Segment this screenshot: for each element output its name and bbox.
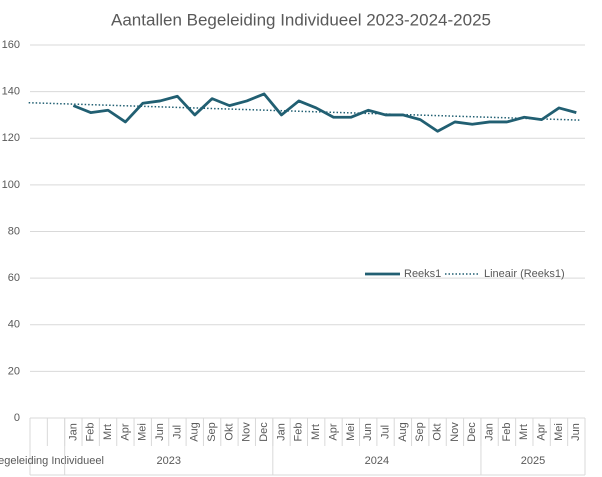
x-tick-label: Jun	[362, 423, 374, 441]
x-tick-label: Aug	[397, 422, 409, 442]
chart-title: Aantallen Begeleiding Individueel 2023-2…	[111, 10, 491, 29]
x-tick-label: Feb	[85, 423, 97, 442]
x-tick-label: Jul	[379, 425, 391, 439]
x-tick-label: Jan	[275, 423, 287, 441]
x-tick-label: Mei	[553, 423, 565, 441]
x-tick-label: Sep	[206, 422, 218, 442]
group-label: 2023	[157, 455, 181, 467]
x-tick-label: Nov	[449, 422, 461, 442]
x-tick-label: Okt	[431, 423, 443, 440]
y-tick-label: 140	[2, 86, 20, 98]
x-tick-label: Mrt	[102, 424, 114, 440]
x-tick-label: Okt	[223, 423, 235, 440]
x-tick-label: Mrt	[518, 424, 530, 440]
y-tick-label: 60	[8, 272, 20, 284]
x-tick-label: Jul	[171, 425, 183, 439]
x-tick-label: Jun	[570, 423, 582, 441]
y-tick-label: 20	[8, 365, 20, 377]
group-label: 2024	[365, 455, 389, 467]
group-label: Begeleiding Individueel	[0, 455, 104, 467]
x-tick-label: Apr	[536, 423, 548, 440]
y-tick-label: 160	[2, 39, 20, 51]
x-tick-label: Mei	[345, 423, 357, 441]
x-tick-label: Apr	[119, 423, 131, 440]
x-tick-label: Dec	[258, 422, 270, 442]
x-tick-label: Dec	[466, 422, 478, 442]
x-tick-label: Jan	[484, 423, 496, 441]
x-tick-label: Mei	[137, 423, 149, 441]
x-tick-label: Aug	[189, 422, 201, 442]
x-tick-label: Feb	[501, 423, 513, 442]
y-tick-label: 0	[14, 412, 20, 424]
y-tick-label: 40	[8, 319, 20, 331]
legend-label: Lineair (Reeks1)	[484, 268, 565, 280]
x-tick-label: Sep	[414, 422, 426, 442]
group-label: 2025	[521, 455, 545, 467]
legend-label: Reeks1	[404, 268, 441, 280]
x-tick-label: Jan	[67, 423, 79, 441]
x-tick-label: Mrt	[310, 424, 322, 440]
x-tick-label: Nov	[241, 422, 253, 442]
trendline	[28, 101, 580, 121]
x-tick-label: Jun	[154, 423, 166, 441]
y-tick-label: 120	[2, 132, 20, 144]
y-tick-label: 80	[8, 225, 20, 237]
series-line	[72, 92, 577, 133]
x-tick-label: Apr	[327, 423, 339, 440]
x-tick-label: Feb	[293, 423, 305, 442]
y-tick-label: 100	[2, 179, 20, 191]
